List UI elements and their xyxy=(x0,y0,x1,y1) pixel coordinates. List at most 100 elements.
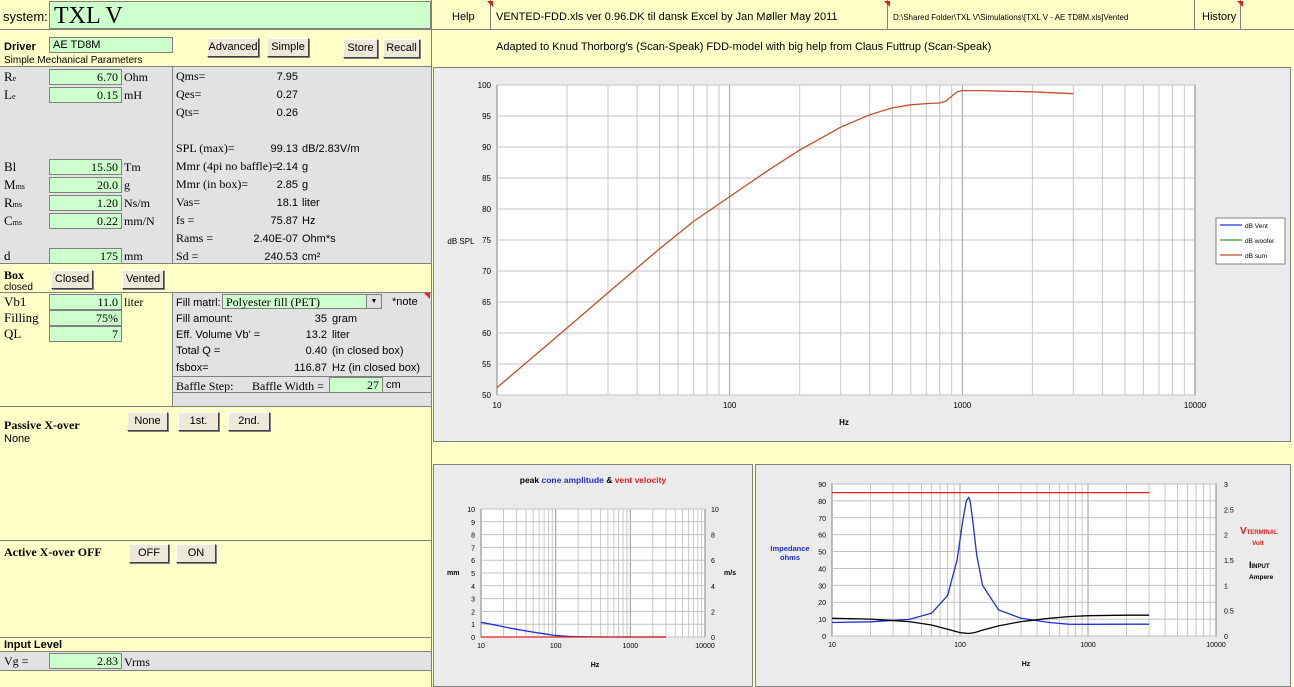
chart-title: peak cone amplitude & vent velocity xyxy=(520,475,667,485)
y-tick-label: 3 xyxy=(471,597,475,604)
param-unit: mH xyxy=(124,88,142,102)
chart-gridlines xyxy=(870,484,1211,636)
box-info-label: Fill amount: xyxy=(176,313,233,325)
y-tick-label: 80 xyxy=(818,499,826,506)
param-symbol: R xyxy=(4,195,13,210)
closed-button[interactable]: Closed xyxy=(51,270,93,289)
help-link[interactable]: Help xyxy=(452,11,475,23)
calc-value: 2.14 xyxy=(276,161,298,173)
vg-label: Vg = xyxy=(4,654,29,668)
param-label: Bl xyxy=(4,159,16,175)
y-tick-label: 65 xyxy=(482,298,491,307)
param-value-field[interactable]: 0.22 xyxy=(49,213,122,229)
calc-label: SPL (max)= xyxy=(176,141,235,155)
param-symbol: Bl xyxy=(4,159,17,174)
y-tick-label: 50 xyxy=(482,391,491,400)
x-tick-label: 10 xyxy=(477,643,485,650)
driver-name-field[interactable]: AE TD8M xyxy=(49,37,173,53)
fill-material-select[interactable]: Polyester fill (PET) ▼ xyxy=(222,294,382,309)
system-name-cell[interactable]: TXL V xyxy=(49,1,431,29)
param-value-field[interactable]: 1.20 xyxy=(49,195,122,211)
param-unit: mm xyxy=(124,249,143,263)
param-label: Cms xyxy=(4,213,22,229)
active-on-button[interactable]: ON xyxy=(176,544,216,563)
box-info-label: Total Q = xyxy=(176,345,221,357)
recall-button[interactable]: Recall xyxy=(383,39,420,58)
baffle-width-label: Baffle Width = xyxy=(252,379,324,393)
y2-tick-label: 10 xyxy=(711,507,719,514)
y-axis-label: dB SPL xyxy=(447,237,475,246)
param-symbol: M xyxy=(4,177,16,192)
param-value-field[interactable]: 15.50 xyxy=(49,159,122,175)
x-tick-label: 100 xyxy=(550,643,562,650)
y-tick-label: 90 xyxy=(818,482,826,489)
calc-unit: g xyxy=(302,179,309,191)
vg-unit: Vrms xyxy=(124,655,150,669)
y-tick-label: 10 xyxy=(818,617,826,624)
simple-button[interactable]: Simple xyxy=(267,38,309,57)
calc-label: Mmr (4pi no baffle)= xyxy=(176,159,279,173)
y2-tick-label: 2.5 xyxy=(1224,507,1234,514)
y-tick-label: 0 xyxy=(471,635,475,642)
store-button[interactable]: Store xyxy=(343,39,378,58)
xover-1st-button[interactable]: 1st. xyxy=(178,412,219,431)
fill-material-label: Fill matrl: xyxy=(176,297,221,309)
baffle-width-field[interactable]: 27 xyxy=(329,377,383,393)
legend-entry: dB sum xyxy=(1245,253,1267,260)
calc-value: 2.85 xyxy=(276,179,298,191)
plot-area xyxy=(831,483,1217,637)
y-tick-label: 7 xyxy=(471,545,475,552)
box-info-value: 35 xyxy=(314,313,327,325)
y-tick-label: 4 xyxy=(471,584,475,591)
param-value-field[interactable]: 0.15 xyxy=(49,87,122,103)
y-tick-label: 8 xyxy=(471,533,475,540)
box-row-label: Filling xyxy=(4,310,39,325)
box-state: closed xyxy=(4,282,33,293)
param-label: Re xyxy=(4,69,16,85)
param-value-field[interactable]: 6.70 xyxy=(49,69,122,85)
y-tick-label: 30 xyxy=(818,583,826,590)
y2-tick-label: 1 xyxy=(1224,583,1228,590)
param-symbol: C xyxy=(4,213,13,228)
y-axis-label: mm xyxy=(447,570,459,577)
vg-field[interactable]: 2.83 xyxy=(49,653,122,669)
y-axis-label: Impedance ohms xyxy=(770,544,809,562)
box-info-label: fsbox= xyxy=(176,362,209,374)
history-link[interactable]: History xyxy=(1202,11,1237,23)
y-tick-label: 50 xyxy=(818,550,826,557)
y-tick-label: 55 xyxy=(482,360,491,369)
box-row-field[interactable]: 75% xyxy=(49,310,122,326)
passive-xover-state: None xyxy=(4,433,31,445)
xover-none-button[interactable]: None xyxy=(127,412,168,431)
legend-entry: dB Vent xyxy=(1245,223,1268,230)
passive-xover-label: Passive X-over xyxy=(4,418,80,432)
title-part: peak xyxy=(520,475,542,485)
x-tick-label: 10000 xyxy=(1206,642,1226,649)
y-tick-label: 95 xyxy=(482,112,491,121)
box-info-value: 13.2 xyxy=(305,329,327,341)
y-tick-label: 80 xyxy=(482,205,491,214)
driver-subtitle: Simple Mechanical Parameters xyxy=(4,55,143,66)
param-label: Mms xyxy=(4,177,25,193)
xover-2nd-button[interactable]: 2nd. xyxy=(228,412,270,431)
calc-unit: liter xyxy=(302,197,320,209)
y-tick-label: 10 xyxy=(467,507,475,514)
box-row-field[interactable]: 11.0 xyxy=(49,294,122,310)
param-subscript: e xyxy=(11,92,16,101)
advanced-button[interactable]: Advanced xyxy=(207,38,259,57)
active-off-button[interactable]: OFF xyxy=(129,544,169,563)
chevron-down-icon[interactable]: ▼ xyxy=(366,295,381,308)
x-tick-label: 10 xyxy=(828,642,836,649)
box-info-value: 116.87 xyxy=(294,362,327,374)
param-value-field[interactable]: 20.0 xyxy=(49,177,122,193)
calc-unit: dB/2.83V/m xyxy=(302,143,360,155)
x-tick-label: 10000 xyxy=(695,643,715,650)
calc-value: 2.40E-07 xyxy=(253,233,298,245)
x-tick-label: 1000 xyxy=(1080,642,1096,649)
vented-button[interactable]: Vented xyxy=(122,270,164,289)
box-row-field[interactable]: 7 xyxy=(49,326,122,342)
calc-label: Qts= xyxy=(176,105,200,119)
param-value-field[interactable]: 175 xyxy=(49,248,122,264)
calc-value: 7.95 xyxy=(276,71,298,83)
y2-axis-label: m/s xyxy=(724,570,736,577)
